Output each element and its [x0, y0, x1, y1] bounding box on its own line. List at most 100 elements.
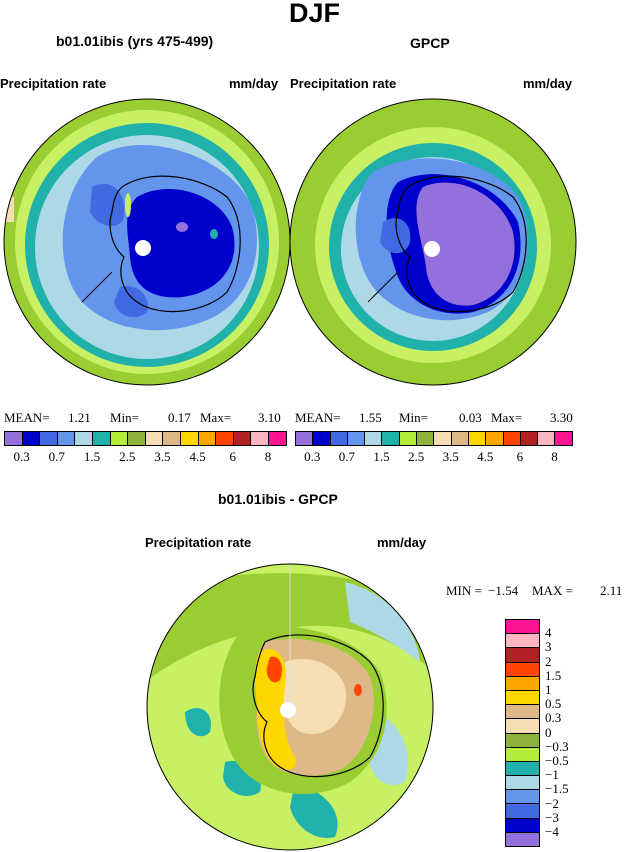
panel-1-colorbar-swatch — [74, 431, 93, 446]
panel-1-mean-value: 1.21 — [68, 410, 91, 425]
panel-2-colorbar-swatch — [519, 431, 539, 446]
panel-2-colorbar-tick-label: 8 — [551, 449, 558, 464]
panel-2-variable-label: Precipitation rate — [290, 76, 397, 91]
panel-3-colorbar-swatch — [505, 732, 540, 748]
panel-3-units-label: mm/day — [377, 535, 427, 550]
panel-1-colorbar-tick-label: 0.3 — [13, 449, 30, 464]
panel-1-subtitle: b01.01ibis (yrs 475-499) — [56, 33, 214, 49]
panel-3-colorbar-tick-label: −1.5 — [545, 781, 569, 797]
panel-1-colorbar-swatch — [162, 431, 181, 446]
panel-1-colorbar-tick-label: 0.7 — [48, 449, 65, 464]
panel-3-min-value: −1.54 — [488, 583, 519, 598]
panel-3-colorbar — [505, 619, 540, 847]
panel-2-colorbar-swatch — [433, 431, 452, 446]
panel-2-colorbar-tick-label: 0.3 — [304, 449, 321, 464]
panel-1-colorbar-swatch — [56, 431, 76, 446]
panel-3-colorbar-swatch — [505, 789, 540, 805]
panel-3-colorbar-swatch — [505, 661, 540, 677]
panel-3-colorbar-tick-label: −2 — [545, 795, 559, 811]
panel-3-polar-map — [146, 563, 434, 851]
panel-3-colorbar-tick-label: 0.3 — [545, 710, 562, 726]
panel-1-min-label: Min= — [110, 410, 140, 425]
panel-3-colorbar-tick-label: −1 — [545, 767, 559, 783]
panel-3-colorbar-swatch — [505, 817, 540, 833]
panel-3-colorbar-swatch — [505, 760, 540, 777]
panel-2-colorbar-swatch — [554, 431, 573, 446]
panel-3-colorbar-swatch — [505, 647, 540, 663]
panel-3-colorbar-swatch — [505, 675, 540, 691]
panel-3-variable-label: Precipitation rate — [145, 535, 252, 550]
panel-2-colorbar-swatch — [381, 431, 400, 446]
panel-3-colorbar-tick-label: −4 — [545, 824, 559, 839]
panel-1-max-value: 3.10 — [258, 410, 281, 425]
panel-2-colorbar-swatch — [467, 431, 487, 446]
panel-2-mean-label: MEAN= — [295, 410, 341, 425]
panel-2-max-value: 3.30 — [550, 410, 573, 425]
panel-3-colorbar-tick-label: 0.5 — [545, 696, 562, 712]
panel-1-colorbar-tick-label: 2.5 — [119, 449, 136, 464]
panel-3-colorbar-swatch — [505, 831, 540, 847]
panel-2-colorbar-tick-label: 2.5 — [407, 449, 425, 464]
panel-1-colorbar-swatch — [179, 431, 199, 446]
panel-1-colorbar-tick-label: 4.5 — [189, 449, 206, 464]
panel-1-colorbar-swatch — [127, 431, 146, 446]
panel-3-stats: MIN = −1.54 MAX = 2.11 — [446, 583, 626, 601]
panel-3-colorbar-tick-label: 3 — [545, 639, 552, 655]
panel-2-colorbar-tick-label: 4.5 — [477, 449, 494, 464]
panel-1-colorbar-tick-label: 6 — [229, 449, 237, 464]
panel-2-stats: MEAN= 1.55 Min= 0.03 Max= 3.30 — [295, 410, 580, 428]
panel-2-colorbar-swatch — [398, 431, 418, 446]
panel-1-min-value: 0.17 — [168, 410, 191, 425]
panel-3-colorbar-swatch — [505, 704, 540, 720]
panel-1-colorbar-swatch — [267, 431, 287, 446]
panel-3-colorbar-swatch — [505, 689, 540, 706]
panel-2-colorbar-swatch — [537, 431, 556, 446]
panel-1-polar-map — [3, 98, 291, 386]
panel-2-mean-value: 1.55 — [359, 410, 382, 425]
panel-3-colorbar-tick-label: 1 — [545, 682, 552, 697]
panel-2-colorbar — [295, 431, 573, 446]
panel-2-colorbar-swatch — [346, 431, 366, 446]
panel-1-colorbar-tick-label: 8 — [264, 449, 272, 464]
panel-3-colorbar-tick-label: −3 — [545, 809, 559, 825]
panel-2-colorbar-tick-label: 1.5 — [373, 449, 390, 464]
panel-3-max-label: MAX = — [532, 583, 573, 598]
panel-1-colorbar-swatch — [21, 431, 41, 446]
panel-1-max-label: Max= — [200, 410, 232, 425]
panel-1-colorbar-swatch — [197, 431, 217, 446]
panel-3-colorbar-tick-label: 0 — [545, 724, 552, 740]
panel-3-colorbar-swatch — [505, 746, 540, 762]
panel-2-colorbar-swatch — [502, 431, 521, 446]
panel-1-colorbar — [4, 431, 287, 446]
panel-2-colorbar-tick-label: 6 — [516, 449, 524, 464]
panel-3-colorbar-tick-label: −0.3 — [545, 738, 569, 754]
panel-2-colorbar-swatch — [364, 431, 383, 446]
panel-1-colorbar-swatch — [215, 431, 234, 446]
panel-1-colorbar-swatch — [250, 431, 269, 446]
panel-1-colorbar-swatch — [91, 431, 111, 446]
panel-2-colorbar-swatch — [312, 431, 331, 446]
panel-1-colorbar-swatch — [39, 431, 58, 446]
panel-1-stats: MEAN= 1.21 Min= 0.17 Max= 3.10 — [4, 410, 289, 428]
panel-2-min-value: 0.03 — [459, 410, 482, 425]
panel-3-colorbar-swatch — [505, 718, 540, 734]
panel-2-colorbar-swatch — [295, 431, 314, 446]
panel-3-colorbar-tick-label: 4 — [545, 625, 552, 641]
panel-2-subtitle: GPCP — [410, 35, 450, 51]
panel-2-colorbar-swatch — [329, 431, 348, 446]
panel-2-units-label: mm/day — [523, 76, 573, 91]
panel-3-colorbar-tick-label: 2 — [545, 653, 552, 669]
figure-title: DJF — [288, 0, 340, 28]
panel-3-colorbar-swatch — [505, 803, 540, 819]
panel-2-polar-map — [289, 98, 577, 386]
panel-1-colorbar-swatch — [109, 431, 129, 446]
panel-1-colorbar-tick-label: 3.5 — [154, 449, 171, 464]
panel-3-max-value: 2.11 — [600, 583, 623, 598]
panel-2-max-label: Max= — [491, 410, 523, 425]
panel-1-colorbar-swatch — [4, 431, 23, 446]
panel-3-min-label: MIN = — [446, 583, 482, 598]
panel-2-colorbar-tick-label: 3.5 — [442, 449, 459, 464]
panel-2-min-label: Min= — [399, 410, 429, 425]
panel-2-colorbar-swatch — [416, 431, 435, 446]
panel-1-variable-label: Precipitation rate — [0, 76, 107, 91]
